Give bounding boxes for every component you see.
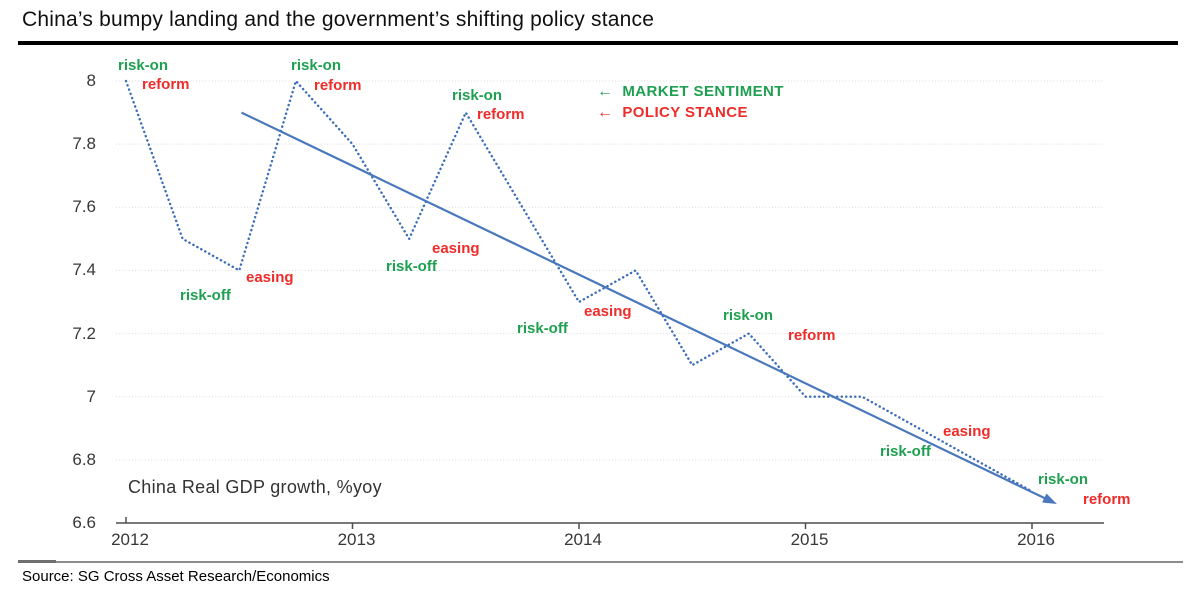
- annotation-risk-off: risk-off: [180, 287, 231, 304]
- annotation-reform: reform: [314, 77, 362, 94]
- annotation-risk-on: risk-on: [1038, 471, 1089, 488]
- annotation-easing: easing: [246, 269, 294, 286]
- legend-label-policy-stance: POLICY STANCE: [622, 104, 748, 121]
- annotation-reform: reform: [477, 106, 525, 123]
- annotation-risk-off: risk-off: [517, 320, 568, 337]
- legend-label-market-sentiment: MARKET SENTIMENT: [622, 83, 784, 100]
- annotation-risk-off: risk-off: [386, 258, 437, 275]
- annotation-reform: reform: [142, 76, 190, 93]
- left-arrow-icon: ←: [597, 104, 614, 121]
- x-tick-label: 2015: [790, 530, 829, 549]
- y-tick-label: 7.2: [72, 323, 96, 343]
- annotation-reform: reform: [1083, 491, 1131, 508]
- series-label: China Real GDP growth, %yoy: [128, 477, 382, 497]
- annotation-easing: easing: [584, 303, 632, 320]
- trend-line: [241, 111, 1050, 502]
- left-arrow-icon: ←: [597, 83, 614, 100]
- x-tick-label: 2016: [1017, 530, 1055, 549]
- annotation-risk-on: risk-on: [291, 57, 342, 74]
- y-tick-label: 7.6: [72, 197, 96, 217]
- y-tick-label: 6.6: [72, 512, 96, 532]
- x-tick-label: 2012: [111, 530, 149, 549]
- annotation-risk-on: risk-on: [118, 57, 169, 74]
- y-tick-label: 7.8: [72, 134, 96, 154]
- legend-item-market-sentiment: ← MARKET SENTIMENT: [597, 81, 784, 102]
- gdp-series-line: [124, 79, 1034, 493]
- annotation-risk-off: risk-off: [880, 443, 931, 460]
- annotation-easing: easing: [432, 240, 480, 257]
- annotation-easing: easing: [943, 423, 991, 440]
- x-tick-label: 2013: [337, 530, 376, 549]
- footer-divider: [18, 561, 1183, 563]
- annotation-risk-on: risk-on: [723, 307, 774, 324]
- legend-item-policy-stance: ← POLICY STANCE: [597, 102, 784, 123]
- annotation-reform: reform: [788, 327, 836, 344]
- source-text: Source: SG Cross Asset Research/Economic…: [22, 568, 330, 585]
- y-tick-label: 6.8: [72, 449, 96, 469]
- page-title: China’s bumpy landing and the government…: [22, 8, 655, 31]
- footer-divider-accent: [18, 560, 56, 563]
- y-tick-label: 7.4: [72, 260, 96, 280]
- trend-arrowhead-icon: [1042, 493, 1057, 505]
- x-tick-label: 2014: [564, 530, 602, 549]
- chart-legend: ← MARKET SENTIMENT ← POLICY STANCE: [597, 81, 784, 123]
- y-tick-label: 8: [86, 71, 96, 90]
- title-underline: [18, 41, 1178, 45]
- annotation-risk-on: risk-on: [452, 87, 503, 104]
- y-tick-label: 7: [86, 386, 96, 406]
